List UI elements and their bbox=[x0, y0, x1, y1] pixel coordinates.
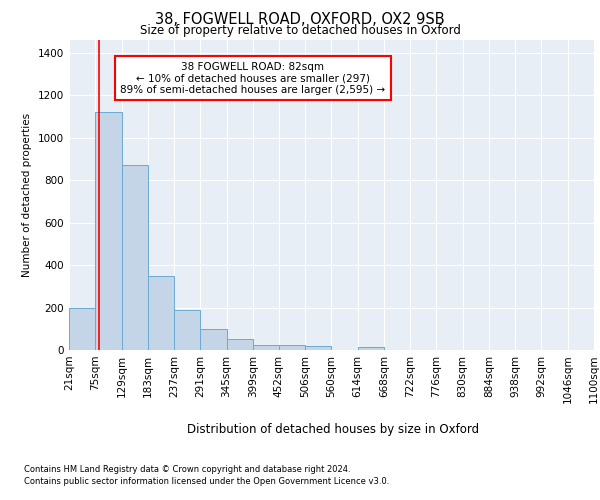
Bar bbox=[95, 112, 122, 350]
Bar bbox=[122, 166, 148, 350]
Bar bbox=[148, 276, 174, 350]
Bar bbox=[279, 346, 305, 350]
Text: 38 FOGWELL ROAD: 82sqm
← 10% of detached houses are smaller (297)
89% of semi-de: 38 FOGWELL ROAD: 82sqm ← 10% of detached… bbox=[120, 62, 385, 95]
Y-axis label: Number of detached properties: Number of detached properties bbox=[22, 113, 32, 277]
Text: Size of property relative to detached houses in Oxford: Size of property relative to detached ho… bbox=[140, 24, 460, 37]
Text: Contains public sector information licensed under the Open Government Licence v3: Contains public sector information licen… bbox=[24, 478, 389, 486]
Bar bbox=[253, 344, 279, 350]
Text: Contains HM Land Registry data © Crown copyright and database right 2024.: Contains HM Land Registry data © Crown c… bbox=[24, 465, 350, 474]
Bar bbox=[200, 329, 227, 350]
Text: 38, FOGWELL ROAD, OXFORD, OX2 9SB: 38, FOGWELL ROAD, OXFORD, OX2 9SB bbox=[155, 12, 445, 26]
Bar bbox=[227, 340, 253, 350]
Text: Distribution of detached houses by size in Oxford: Distribution of detached houses by size … bbox=[187, 422, 479, 436]
Bar bbox=[174, 310, 200, 350]
Bar bbox=[358, 348, 384, 350]
Bar bbox=[69, 308, 95, 350]
Bar bbox=[305, 346, 331, 350]
